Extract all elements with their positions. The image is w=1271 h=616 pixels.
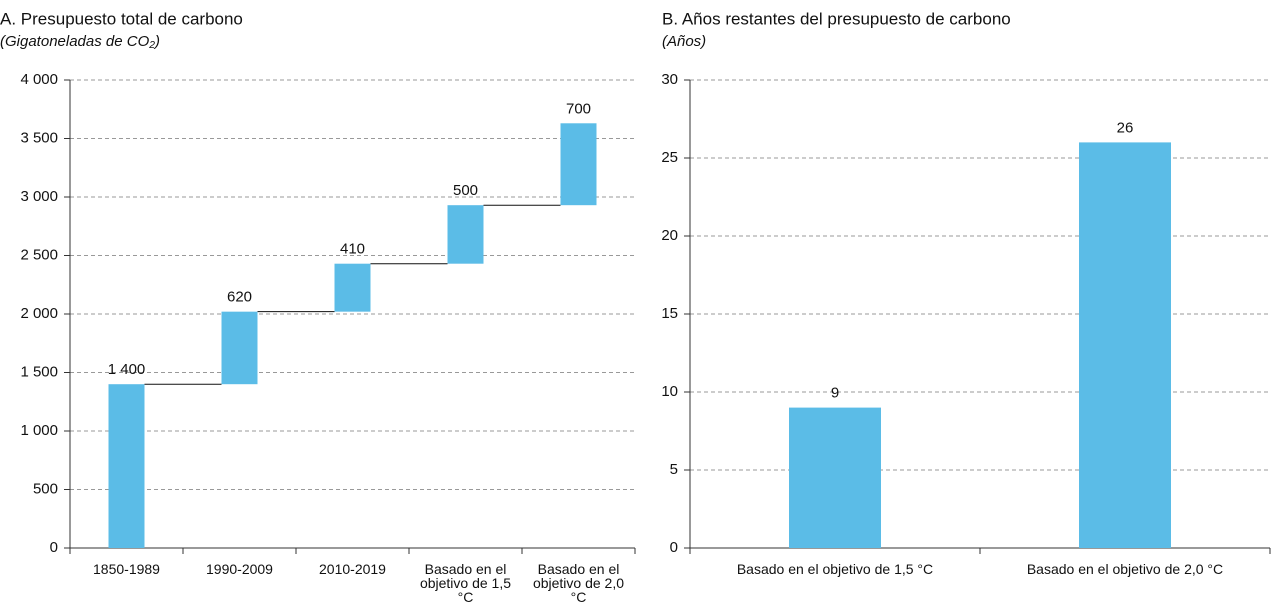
y-tick-label: 2 500: [20, 246, 58, 263]
chart-title: A. Presupuesto total de carbono: [0, 9, 243, 28]
y-tick-label: 3 000: [20, 188, 58, 205]
bar: [1079, 142, 1171, 548]
chart-title: B. Años restantes del presupuesto de car…: [662, 9, 1011, 28]
y-tick-label: 500: [33, 480, 58, 497]
y-tick-label: 1 000: [20, 422, 58, 439]
y-tick-label: 25: [661, 149, 678, 166]
x-tick-label: 1850-1989: [93, 561, 160, 577]
y-tick-label: 0: [670, 539, 678, 556]
y-tick-label: 2 000: [20, 305, 58, 322]
y-tick-label: 10: [661, 383, 678, 400]
bar: [334, 263, 371, 312]
bar: [789, 407, 881, 548]
value-label: 620: [227, 289, 252, 306]
x-tick-label: Basado en el objetivo de 2,0 °C: [1026, 561, 1224, 577]
value-label: 26: [1117, 119, 1134, 136]
y-tick-label: 1 500: [20, 363, 58, 380]
y-tick-label: 30: [661, 71, 678, 88]
y-tick-label: 0: [50, 539, 58, 556]
value-label: 500: [453, 182, 478, 199]
chart-subtitle: (Gigatoneladas de CO₂): [0, 33, 160, 50]
y-tick-label: 20: [661, 227, 678, 244]
value-label: 700: [566, 100, 591, 117]
value-label: 9: [831, 385, 839, 402]
chart-subtitle: (Años): [662, 33, 706, 50]
bar: [447, 205, 484, 264]
x-tick-label: Basado en el objetivo de 1,5 °C: [736, 561, 934, 577]
y-tick-label: 5: [670, 461, 678, 478]
y-tick-label: 4 000: [20, 71, 58, 88]
x-tick-label: Basado en el objetivo de 2,0 °C: [532, 561, 625, 605]
x-tick-label: 2010-2019: [319, 561, 386, 577]
bar: [560, 123, 597, 206]
x-tick-label: Basado en el objetivo de 1,5 °C: [419, 561, 512, 605]
y-tick-label: 3 500: [20, 129, 58, 146]
bar: [108, 384, 145, 548]
value-label: 410: [340, 241, 365, 258]
y-tick-label: 15: [661, 305, 678, 322]
value-label: 1 400: [108, 361, 146, 378]
bar: [221, 311, 258, 385]
x-tick-label: 1990-2009: [206, 561, 273, 577]
